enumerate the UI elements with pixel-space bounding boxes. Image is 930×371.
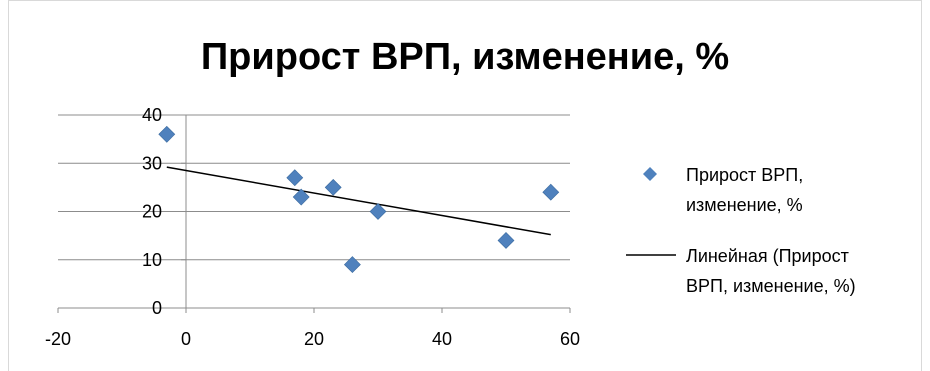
data-point-6 [497,232,515,249]
chart-border-left [8,0,9,371]
legend-label-scatter: изменение, % [686,195,803,215]
chart-border-top [8,0,922,1]
x-tick-label: 0 [181,329,191,349]
data-point-0 [158,125,176,143]
x-tick-label: 20 [304,329,324,349]
data-point-3 [324,178,342,196]
data-point-2 [292,188,310,206]
x-tick-label: 60 [560,329,580,349]
trendline [166,166,551,236]
data-point-1 [286,169,304,187]
legend-diamond-icon [643,167,657,181]
legend-label-trendline: Линейная (Прирост [686,246,849,266]
legend-label-trendline: ВРП, изменение, %) [686,276,856,296]
chart-border-right [921,0,922,371]
y-tick-label: 10 [142,250,162,270]
x-tick-label: -20 [45,329,71,349]
y-tick-label: 0 [152,298,162,318]
x-tick-label: 40 [432,329,452,349]
y-tick-label: 40 [142,105,162,125]
data-point-4 [343,256,361,273]
legend-label-scatter: Прирост ВРП, [686,165,803,185]
y-tick-label: 30 [142,153,162,173]
data-point-5 [369,203,387,220]
y-tick-label: 20 [142,202,162,222]
chart-title: Прирост ВРП, изменение, % [200,36,730,78]
data-point-7 [542,183,560,201]
